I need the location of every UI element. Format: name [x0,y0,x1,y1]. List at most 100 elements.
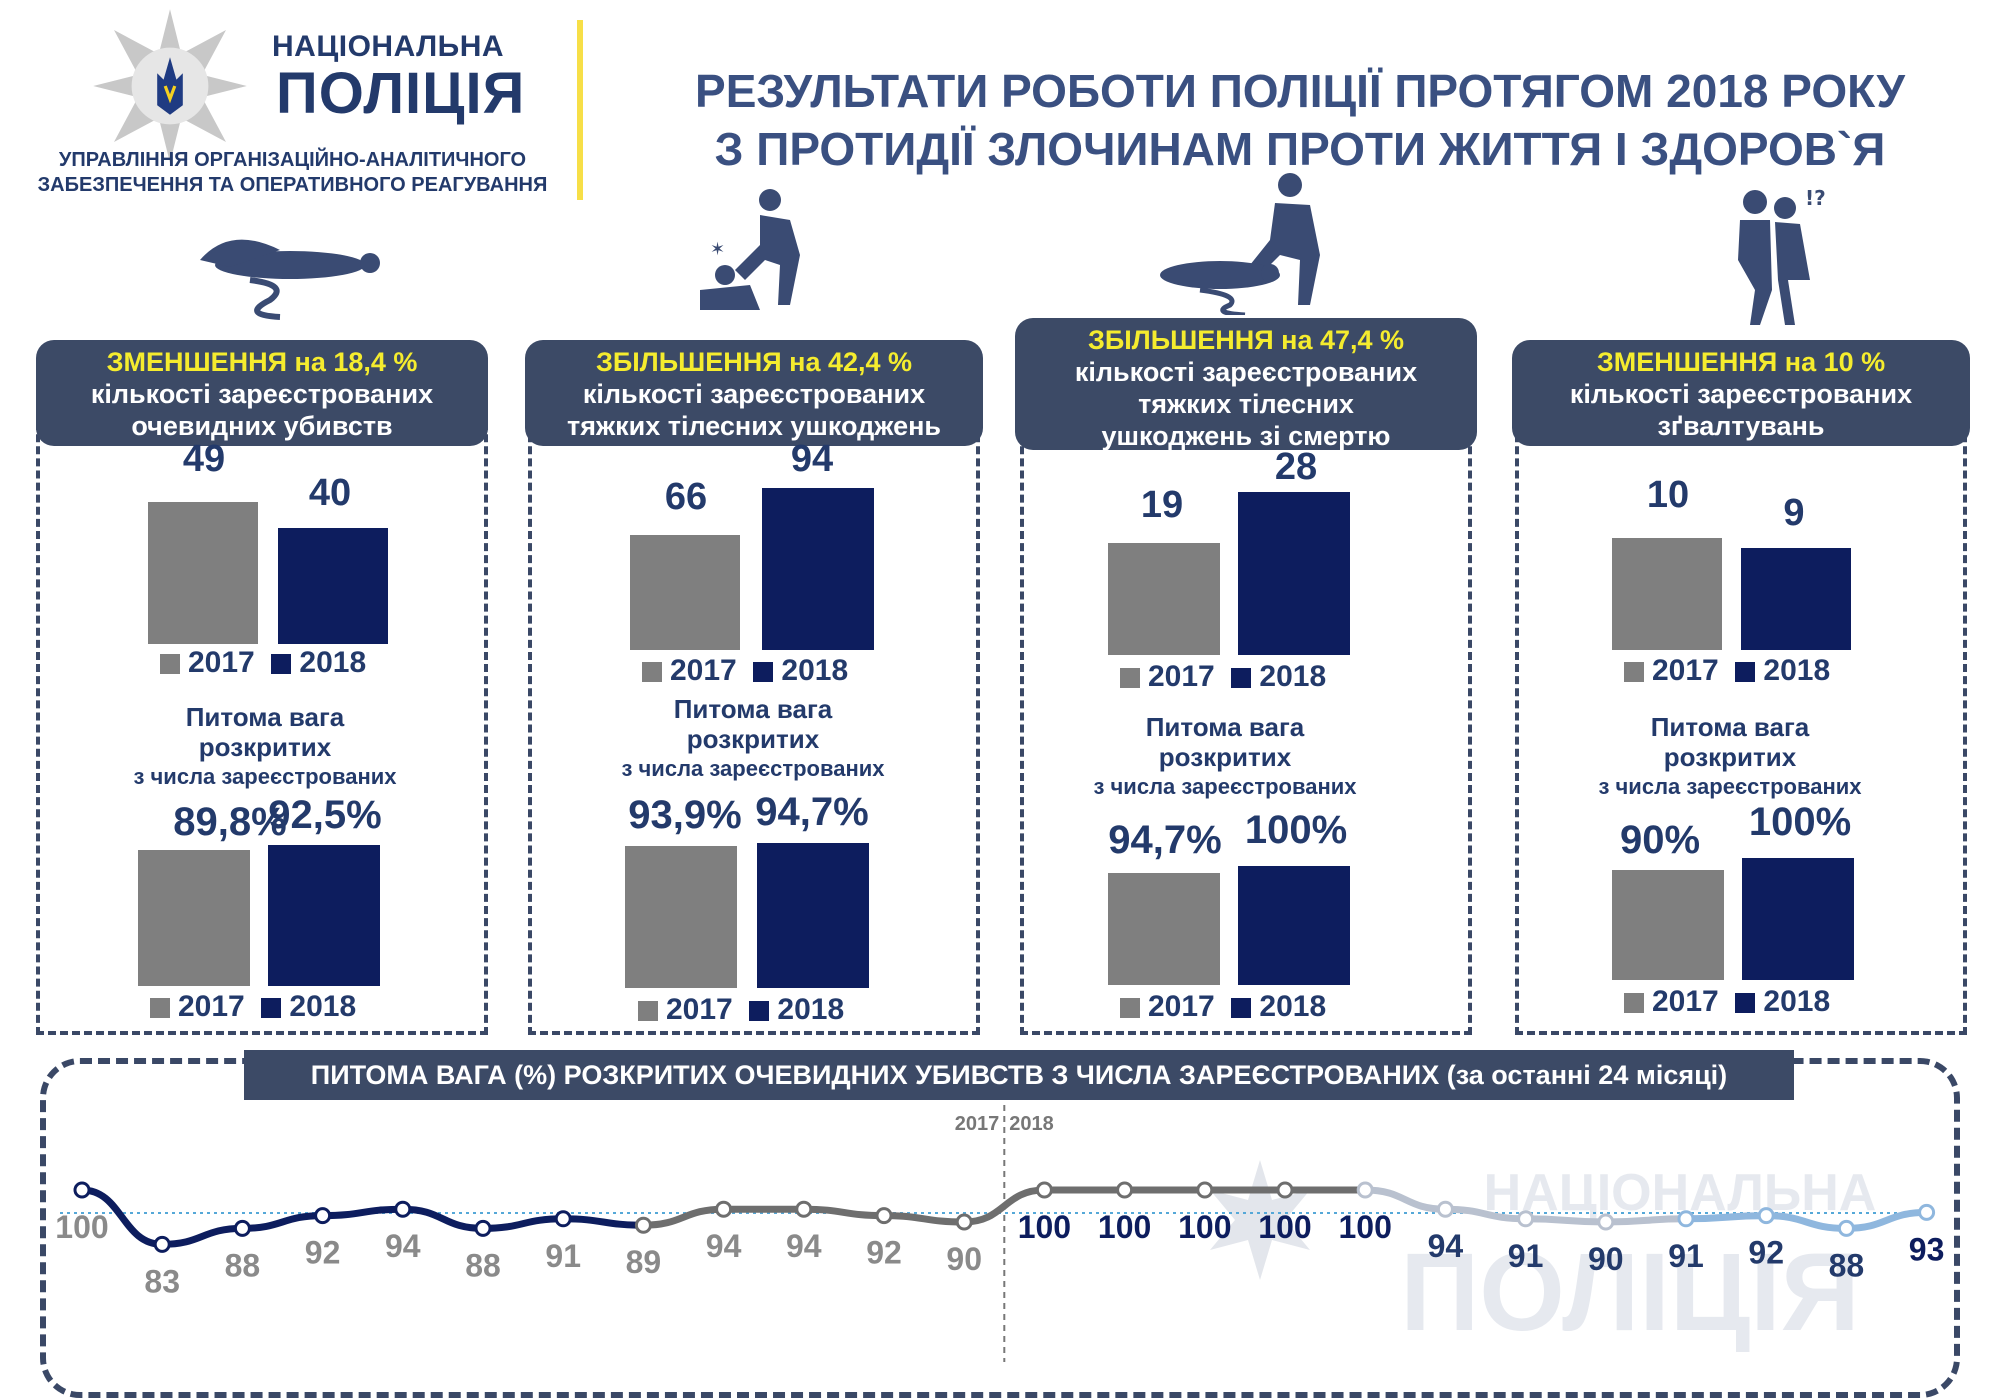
panel-murders-title-line2: очевидних убивств [131,411,393,441]
victim-lying-icon [200,239,380,320]
trend-line-segment [559,1215,647,1229]
trend-line-segment [1762,1212,1850,1232]
trend-point [875,1207,893,1225]
trend-value-label: 92 [1748,1235,1784,1271]
legend-label-2017: 2017 [1148,660,1215,693]
trend-line-segment [960,1186,1048,1226]
trend-value-label: 92 [305,1235,341,1271]
trend-point [1757,1207,1775,1225]
trend-point [554,1210,572,1228]
trend-line-segment [1441,1205,1530,1223]
panel-murders-title-line1: кількості зареєстрованих [90,379,434,409]
share-subtitle-line3: з числа зареєстрованих [1093,774,1357,799]
trend-point [1196,1181,1214,1199]
panel-fatal-injuries-title-line2: тяжких тілесних [1138,389,1354,419]
panel-murders [36,410,488,1035]
trend-point [1677,1210,1695,1228]
legend-label-2017: 2017 [1652,985,1719,1018]
trend-point [795,1200,813,1218]
trend-value-label: 88 [465,1247,501,1283]
trend-line-segment [1522,1215,1610,1226]
trend-line-segment [639,1205,728,1229]
share-subtitle-line1: Питома вага [673,694,833,724]
trend-line-segment [1842,1208,1931,1232]
share-label-2017: 94,7% [1108,818,1222,862]
share-bar-2018 [268,845,380,986]
share-subtitle: Питома вага розкритих з числа зареєстров… [578,694,928,784]
legend-label-2018: 2018 [777,993,845,1026]
department-line1: УПРАВЛІННЯ ОРГАНІЗАЦІЙНО-АНАЛІТИЧНОГО [58,149,527,171]
share-label-2017: 93,9% [628,793,742,837]
trend-line-segment [158,1224,246,1248]
page-title: РЕЗУЛЬТАТИ РОБОТИ ПОЛІЦІЇ ПРОТЯГОМ 2018 … [600,62,2000,178]
trend-point [955,1213,973,1231]
trend-value-label: 94 [786,1228,822,1264]
share-subtitle-line2: розкритих [1663,742,1797,772]
trend-point [715,1200,733,1218]
bar-2018 [1741,548,1851,650]
panel-grievous-injuries-title-line1: кількості зареєстрованих [582,379,926,409]
bar-2017 [1612,538,1722,650]
trend-point [1035,1181,1053,1199]
svg-text:✶: ✶ [710,239,725,260]
watermark-emblem-icon [1210,1160,1310,1280]
bar-label-2017: 66 [664,476,708,518]
trend-value-label: 92 [866,1235,902,1271]
assault-icon: ✶ [700,189,800,310]
page-title-line1: РЕЗУЛЬТАТИ РОБОТИ ПОЛІЦІЇ ПРОТЯГОМ 2018 … [695,65,1905,117]
bar-label-2018: 9 [1783,492,1805,534]
bar-label-2018: 94 [790,438,834,480]
panel-fatal-injuries-header: ЗБІЛЬШЕННЯ на 47,4 % кількості зареєстро… [1015,318,1477,451]
bar-2017 [1108,543,1220,655]
share-subtitle-line3: з числа зареєстрованих [1598,774,1862,799]
legend-label-2017: 2017 [666,993,733,1026]
trend-line-segment [1682,1212,1770,1223]
share-subtitle-line2: розкритих [686,724,820,754]
share-label-2017: 89,8% [173,800,287,844]
share-subtitle-line2: розкритих [1158,742,1292,772]
trend-value-label: 91 [545,1238,581,1274]
trend-chart-title: ПИТОМА ВАГА (%) РОЗКРИТИХ ОЧЕВИДНИХ УБИВ… [244,1050,1794,1100]
trend-point [73,1181,91,1199]
violence-icon: !? [1738,186,1826,325]
share-subtitle-line1: Питома вага [1145,712,1305,742]
trend-point [474,1219,492,1237]
share-subtitle: Питома вага розкритих з числа зареєстров… [90,702,440,792]
trend-value-label: 93 [1909,1231,1945,1267]
trend-value-label: 91 [1668,1238,1704,1274]
trend-value-label: 100 [1178,1209,1231,1245]
trend-value-label: 100 [1339,1209,1392,1245]
share-bar-2017 [1108,873,1220,985]
share-label-2017: 90% [1619,818,1701,862]
panel-fatal-injuries-title-line1: кількості зареєстрованих [1074,357,1418,387]
panel-grievous-injuries-title-line2: тяжких тілесних ушкоджень [566,411,942,441]
legend-label-2018: 2018 [1259,990,1327,1023]
department-line2: ЗАБЕЗПЕЧЕННЯ ТА ОПЕРАТИВНОГО РЕАГУВАННЯ [37,174,548,196]
trend-value-label: 94 [706,1228,742,1264]
trend-value-label: 91 [1508,1238,1544,1274]
share-subtitle-line1: Питома вага [185,702,345,732]
share-bar-2017 [138,850,250,986]
share-bar-2017 [1612,870,1724,980]
trend-line-segment [399,1205,487,1232]
legend-label-2018: 2018 [1259,660,1327,693]
trend-value-label: 100 [1018,1209,1071,1245]
bar-label-2017: 10 [1646,474,1690,516]
page-title-line2: З ПРОТИДІЇ ЗЛОЧИНАМ ПРОТИ ЖИТТЯ І ЗДОРОВ… [714,123,1886,175]
trend-point [1918,1203,1936,1221]
trend-value-label: 100 [55,1209,108,1245]
panel-rapes-header: ЗМЕНШЕННЯ на 10 % кількості зареєстрован… [1512,340,1970,446]
trend-value-label: 89 [626,1244,662,1280]
department-name: УПРАВЛІННЯ ОРГАНІЗАЦІЙНО-АНАЛІТИЧНОГО ЗА… [20,148,565,198]
legend-label-2017: 2017 [1652,654,1719,687]
trend-line-segment [1361,1186,1449,1213]
legend-label-2018: 2018 [299,646,367,679]
trend-point [153,1235,171,1253]
panel-fatal-injuries-title-line3: ушкоджень зі смертю [1101,421,1391,451]
bar-2018 [1238,492,1350,655]
bar-2017 [630,535,740,650]
trend-line-segment [238,1212,327,1232]
trend-value-label: 90 [946,1241,982,1277]
watermark-line2: ПОЛІЦІЯ [1400,1231,1860,1354]
